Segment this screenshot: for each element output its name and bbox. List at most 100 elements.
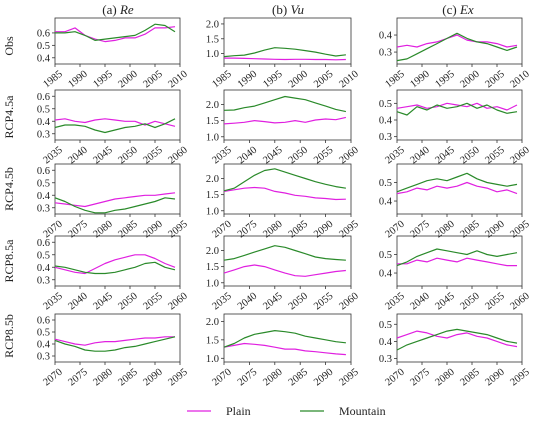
x-tick-label: 2040 [408,291,431,313]
x-tick-label: 2050 [287,291,310,313]
series-line-plain [223,116,347,125]
y-tick-label: 0.5 [37,250,50,261]
panel-frame [396,89,523,141]
y-tick-label: 0.3 [379,132,392,143]
y-tick-label: 1.0 [206,49,219,60]
x-tick-label: 2090 [483,367,506,389]
x-tick-label: 2085 [458,367,481,389]
x-tick-label: 1985 [41,69,64,91]
column-title-ex: (c) Ex [442,2,474,17]
series-line-plain [223,186,346,201]
panel-rcp45a-ex: 2035 2040 2045 2050 2055 2060 0.3 0.4 0.5 [379,89,532,167]
x-tick-label: 2035 [210,291,233,313]
x-tick-label: 2045 [91,145,114,167]
x-tick-label: 2080 [91,219,114,241]
x-tick-label: 2080 [91,367,114,389]
x-tick-label: 2055 [141,291,164,313]
panel-rcp85b-ex: 2070 2075 2080 2085 2090 2095 0.3 0.4 0.5 [379,313,532,389]
x-tick-label: 2000 [287,69,310,91]
x-tick-label: 2060 [166,145,189,167]
y-tick-label: 0.4 [379,337,393,348]
panel-frame [54,235,181,287]
x-tick-label: 2080 [433,219,456,241]
panel-frame [54,313,181,363]
x-tick-label: 2045 [433,291,456,313]
x-tick-label: 2035 [383,291,406,313]
y-tick-label: 2.0 [206,174,219,185]
y-tick-label: 0.6 [37,316,50,327]
y-tick-label: 0.4 [379,116,393,127]
row-label-rcp45a: RCP4.5a [2,95,16,139]
y-tick-label: 1.0 [206,278,219,289]
series-line-mountain [54,261,176,275]
x-tick-label: 1990 [408,69,431,91]
row-label-obs: Obs [2,36,16,56]
x-tick-label: 2060 [337,291,360,313]
x-tick-label: 2090 [141,367,164,389]
x-tick-label: 2040 [236,145,259,167]
x-tick-label: 2085 [116,367,139,389]
series-line-plain [54,192,176,208]
x-tick-label: 2045 [261,145,284,167]
y-tick-label: 0.4 [37,117,51,128]
series-line-plain [396,330,518,348]
panel-frame [396,235,523,287]
column-titles: (a) Re (b) Vu (c) Ex [102,2,474,17]
x-tick-label: 2085 [287,367,310,389]
x-tick-label: 2050 [458,145,481,167]
y-tick-label: 0.3 [37,203,50,214]
x-tick-label: 2090 [141,219,164,241]
series-line-plain [55,26,176,43]
series-line-mountain [396,328,518,351]
x-tick-label: 2045 [433,145,456,167]
y-tick-label: 0.4 [37,191,51,202]
y-tick-label: 0.5 [37,41,50,52]
x-tick-label: 2005 [312,69,335,91]
panel-frame [223,163,352,215]
x-tick-label: 2010 [166,69,189,91]
panel-rcp45a-vu: 2035 2040 2045 2050 2055 2060 1.0 1.5 2.0 [206,89,361,167]
series-line-mountain [54,197,176,214]
x-tick-label: 2060 [508,291,531,313]
x-tick-label: 2055 [312,291,335,313]
x-tick-label: 1985 [210,69,233,91]
y-tick-label: 2.0 [206,100,219,111]
column-title-vu: (b) Vu [272,2,304,17]
row-label-rcp45b: RCP4.5b [2,167,16,211]
series-line-plain [396,181,518,195]
y-tick-label: 0.3 [37,352,50,363]
y-tick-label: 0.3 [37,129,50,140]
series-line-mountain [223,245,346,261]
y-tick-label: 1.0 [206,132,219,143]
x-tick-label: 2095 [508,367,531,389]
series-line-plain [54,254,176,275]
y-tick-label: 0.4 [37,340,51,351]
x-tick-label: 2010 [337,69,360,91]
series-line-plain [223,342,346,356]
y-tick-label: 1.0 [206,206,219,217]
x-tick-label: 2040 [66,291,89,313]
series-line-plain [54,336,175,346]
y-tick-label: 0.5 [37,178,50,189]
x-tick-label: 2035 [41,291,64,313]
x-tick-label: 2060 [337,145,360,167]
y-tick-label: 0.5 [379,178,392,189]
x-tick-label: 2095 [337,367,360,389]
panel-rcp85a-vu: 2035 2040 2045 2050 2055 2060 1.0 1.5 2.0 [206,235,361,313]
y-tick-label: 0.5 [379,250,392,261]
x-tick-label: 1990 [236,69,259,91]
x-tick-label: 1995 [433,69,456,91]
x-tick-label: 2040 [66,145,89,167]
panel-frame [223,235,352,287]
series-line-mountain [223,330,346,348]
series-line-mountain [396,32,518,62]
y-tick-label: 0.6 [37,166,50,177]
x-tick-label: 2070 [41,367,64,389]
panel-rcp45b-ex: 2070 2075 2080 2085 2090 2095 0.4 0.5 [379,163,532,241]
series-line-mountain [396,102,518,116]
y-tick-label: 0.4 [37,53,51,64]
x-tick-label: 2050 [116,291,139,313]
